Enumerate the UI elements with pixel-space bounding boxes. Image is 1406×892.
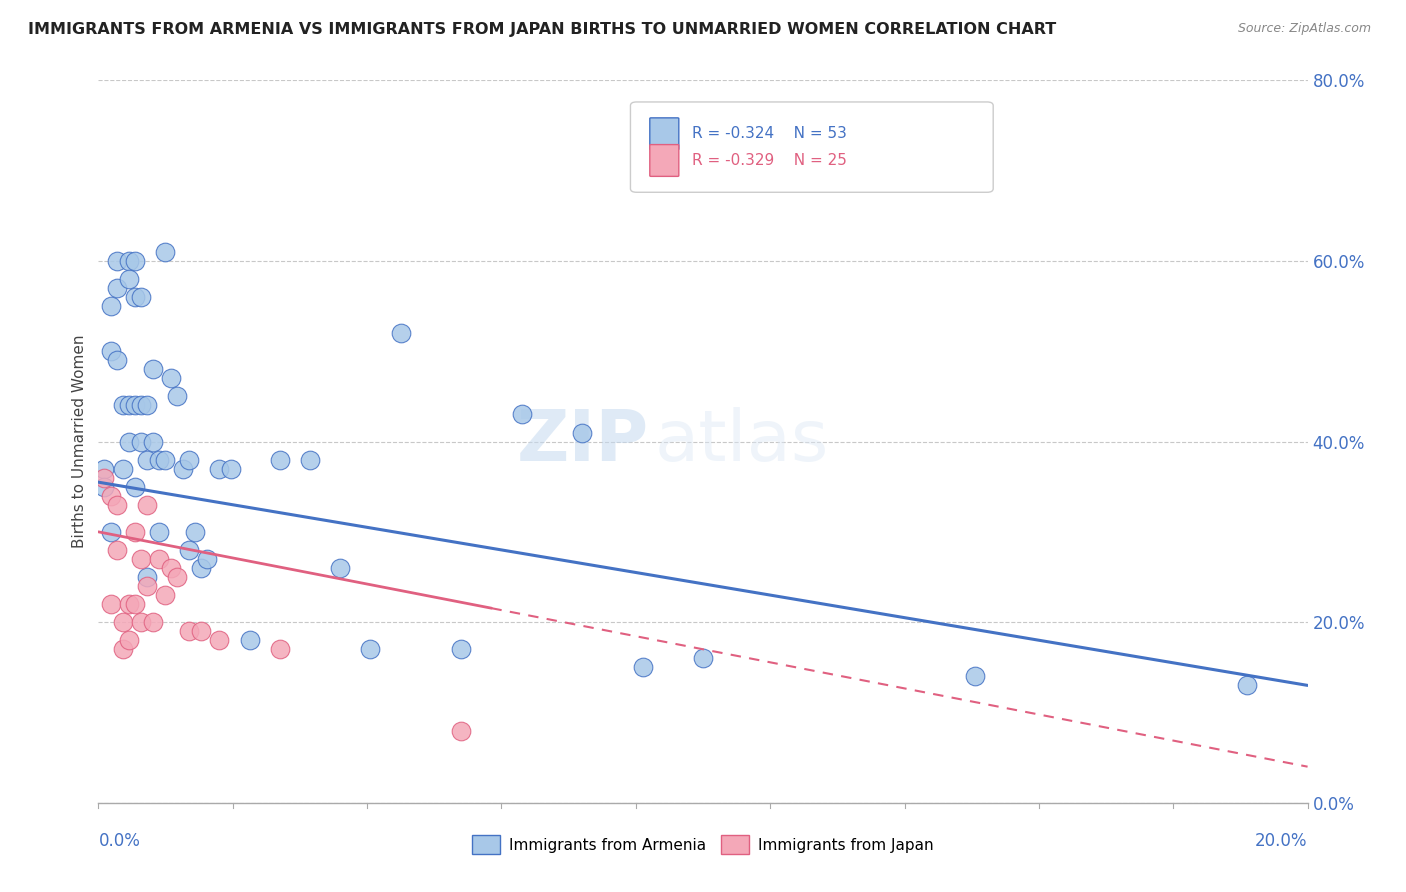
Point <box>100 489 122 503</box>
Y-axis label: Births to Unmarried Women: Births to Unmarried Women <box>72 334 87 549</box>
Point <box>1236 678 1258 692</box>
Point <box>118 597 141 611</box>
Point <box>239 633 262 648</box>
Point <box>299 452 322 467</box>
Point <box>142 434 165 449</box>
Point <box>190 561 212 575</box>
Point <box>166 389 188 403</box>
Point <box>124 398 146 412</box>
Text: Source: ZipAtlas.com: Source: ZipAtlas.com <box>1237 22 1371 36</box>
Point <box>160 561 183 575</box>
FancyBboxPatch shape <box>650 118 679 150</box>
Point <box>179 542 201 557</box>
FancyBboxPatch shape <box>650 145 679 177</box>
Text: ZIP: ZIP <box>516 407 648 476</box>
Point <box>105 498 128 512</box>
Point <box>571 425 593 440</box>
Point <box>105 542 128 557</box>
Point <box>153 244 176 259</box>
Point <box>129 615 152 630</box>
Point <box>118 272 141 286</box>
Point <box>129 434 152 449</box>
Point <box>142 615 165 630</box>
Text: IMMIGRANTS FROM ARMENIA VS IMMIGRANTS FROM JAPAN BIRTHS TO UNMARRIED WOMEN CORRE: IMMIGRANTS FROM ARMENIA VS IMMIGRANTS FR… <box>28 22 1056 37</box>
Point <box>510 408 533 422</box>
Point <box>111 642 134 657</box>
Point <box>190 624 212 639</box>
Point <box>329 561 352 575</box>
Point <box>129 398 152 412</box>
Point <box>100 344 122 359</box>
Point <box>124 480 146 494</box>
Point <box>124 254 146 268</box>
Point <box>93 461 115 475</box>
Point <box>105 353 128 368</box>
Point <box>450 723 472 738</box>
Point <box>135 570 157 584</box>
Point <box>269 642 291 657</box>
Point <box>160 371 183 385</box>
Point <box>269 452 291 467</box>
Point <box>129 552 152 566</box>
Point <box>148 524 170 539</box>
Text: 0.0%: 0.0% <box>98 831 141 850</box>
Point <box>118 398 141 412</box>
Point <box>124 524 146 539</box>
Point <box>179 624 201 639</box>
Point <box>208 633 231 648</box>
Point <box>450 642 472 657</box>
Point <box>184 524 207 539</box>
Point <box>166 570 188 584</box>
Point <box>100 524 122 539</box>
Point <box>360 642 382 657</box>
Legend: Immigrants from Armenia, Immigrants from Japan: Immigrants from Armenia, Immigrants from… <box>467 830 939 860</box>
Point <box>172 461 194 475</box>
Point <box>93 480 115 494</box>
Point <box>135 398 157 412</box>
Text: 20.0%: 20.0% <box>1256 831 1308 850</box>
FancyBboxPatch shape <box>630 102 993 193</box>
Point <box>100 299 122 313</box>
Point <box>195 552 218 566</box>
Point <box>142 362 165 376</box>
Point <box>153 452 176 467</box>
Point <box>111 461 134 475</box>
Point <box>111 398 134 412</box>
Text: atlas: atlas <box>655 407 830 476</box>
Point <box>221 461 243 475</box>
Point <box>153 588 176 602</box>
Point <box>179 452 201 467</box>
Text: R = -0.329    N = 25: R = -0.329 N = 25 <box>692 153 846 168</box>
Point <box>135 579 157 593</box>
Point <box>631 660 654 674</box>
Point <box>148 552 170 566</box>
Point <box>105 281 128 295</box>
Point <box>692 651 714 665</box>
Point <box>965 669 987 683</box>
Point <box>118 633 141 648</box>
Point <box>118 254 141 268</box>
Point <box>111 615 134 630</box>
Point <box>100 597 122 611</box>
Point <box>93 471 115 485</box>
Point <box>135 498 157 512</box>
Point <box>135 452 157 467</box>
Text: R = -0.324    N = 53: R = -0.324 N = 53 <box>692 127 846 141</box>
Point <box>105 254 128 268</box>
Point <box>208 461 231 475</box>
Point <box>148 452 170 467</box>
Point <box>118 434 141 449</box>
Point <box>124 597 146 611</box>
Point <box>124 290 146 304</box>
Point <box>129 290 152 304</box>
Point <box>389 326 412 340</box>
